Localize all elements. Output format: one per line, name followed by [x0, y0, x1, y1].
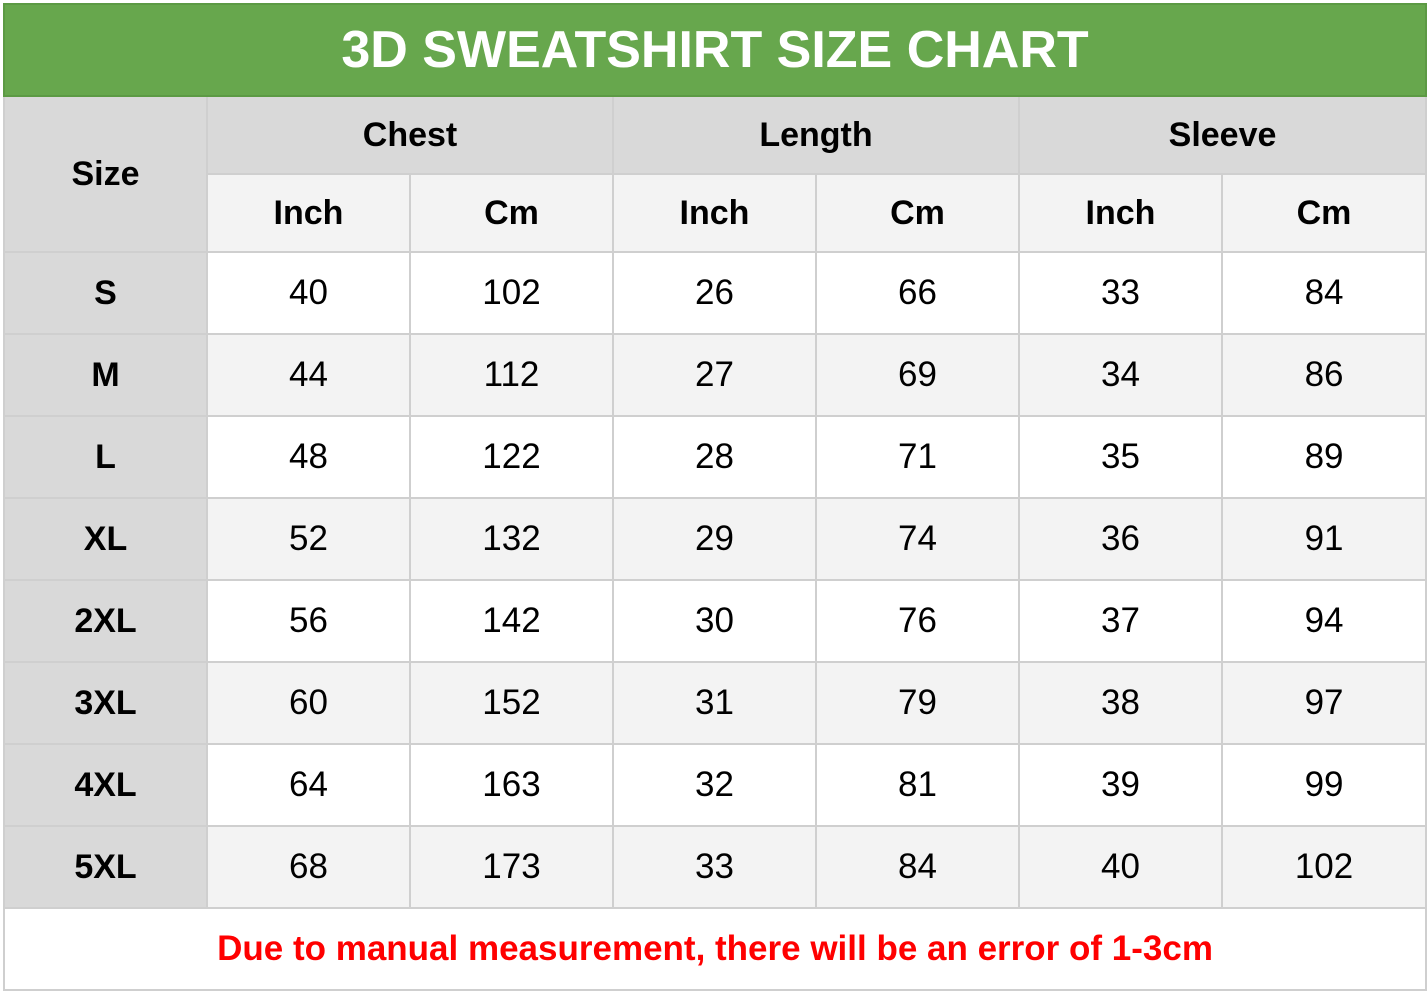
- length-cm-cell: 81: [815, 743, 1020, 827]
- length-cm-header: Cm: [815, 173, 1020, 253]
- sleeve-cm-cell: 89: [1220, 415, 1428, 499]
- size-chart-table: 3D SWEATSHIRT SIZE CHART Size Chest Leng…: [2, 3, 1428, 991]
- size-cell: 3XL: [3, 661, 208, 745]
- chest-cm-cell: 132: [409, 497, 614, 581]
- length-inch-cell: 26: [612, 251, 817, 335]
- sleeve-cm-cell: 97: [1220, 661, 1428, 745]
- chest-cm-header: Cm: [409, 173, 614, 253]
- length-inch-cell: 30: [612, 579, 817, 663]
- sleeve-cm-cell: 102: [1220, 825, 1428, 909]
- sleeve-inch-cell: 34: [1018, 333, 1223, 417]
- table-row: 2XL 56 142 30 76 37 94: [3, 579, 1428, 663]
- size-cell: 2XL: [3, 579, 208, 663]
- chest-cm-cell: 173: [409, 825, 614, 909]
- table-row: M 44 112 27 69 34 86: [3, 333, 1428, 417]
- size-cell: XL: [3, 497, 208, 581]
- sleeve-inch-cell: 35: [1018, 415, 1223, 499]
- chart-title: 3D SWEATSHIRT SIZE CHART: [2, 3, 1428, 97]
- sleeve-inch-cell: 36: [1018, 497, 1223, 581]
- table-row: S 40 102 26 66 33 84: [3, 251, 1428, 335]
- size-cell: L: [3, 415, 208, 499]
- length-cm-cell: 66: [815, 251, 1020, 335]
- chest-inch-cell: 68: [206, 825, 411, 909]
- length-inch-header: Inch: [612, 173, 817, 253]
- length-cm-cell: 71: [815, 415, 1020, 499]
- chest-inch-cell: 56: [206, 579, 411, 663]
- length-cm-cell: 69: [815, 333, 1020, 417]
- size-cell: S: [3, 251, 208, 335]
- table-row: 4XL 64 163 32 81 39 99: [3, 743, 1428, 827]
- sleeve-cm-cell: 84: [1220, 251, 1428, 335]
- sleeve-header: Sleeve: [1017, 95, 1428, 175]
- sleeve-cm-cell: 99: [1220, 743, 1428, 827]
- sleeve-inch-cell: 33: [1018, 251, 1223, 335]
- length-inch-cell: 33: [612, 825, 817, 909]
- size-cell: M: [3, 333, 208, 417]
- chest-inch-header: Inch: [206, 173, 411, 253]
- chest-cm-cell: 152: [409, 661, 614, 745]
- chest-cm-cell: 163: [409, 743, 614, 827]
- length-cm-cell: 76: [815, 579, 1020, 663]
- sleeve-cm-cell: 86: [1220, 333, 1428, 417]
- length-inch-cell: 28: [612, 415, 817, 499]
- length-inch-cell: 31: [612, 661, 817, 745]
- table-row: XL 52 132 29 74 36 91: [3, 497, 1428, 581]
- chest-inch-cell: 64: [206, 743, 411, 827]
- length-header: Length: [612, 95, 1020, 175]
- table-row: L 48 122 28 71 35 89: [3, 415, 1428, 499]
- sleeve-inch-cell: 37: [1018, 579, 1223, 663]
- chest-cm-cell: 142: [409, 579, 614, 663]
- size-header: Size: [3, 95, 208, 253]
- table-row: 5XL 68 173 33 84 40 102: [3, 825, 1428, 909]
- length-cm-cell: 74: [815, 497, 1020, 581]
- sleeve-inch-cell: 40: [1018, 825, 1223, 909]
- table-row: 3XL 60 152 31 79 38 97: [3, 661, 1428, 745]
- sleeve-cm-header: Cm: [1220, 173, 1428, 253]
- measurement-note: Due to manual measurement, there will be…: [2, 907, 1428, 991]
- chest-cm-cell: 122: [409, 415, 614, 499]
- chest-inch-cell: 48: [206, 415, 411, 499]
- sleeve-inch-cell: 39: [1018, 743, 1223, 827]
- size-cell: 4XL: [3, 743, 208, 827]
- sleeve-cm-cell: 94: [1220, 579, 1428, 663]
- chest-cm-cell: 112: [409, 333, 614, 417]
- sleeve-inch-header: Inch: [1018, 173, 1223, 253]
- sleeve-cm-cell: 91: [1220, 497, 1428, 581]
- sleeve-inch-cell: 38: [1018, 661, 1223, 745]
- chest-inch-cell: 60: [206, 661, 411, 745]
- length-inch-cell: 32: [612, 743, 817, 827]
- chest-inch-cell: 40: [206, 251, 411, 335]
- length-inch-cell: 29: [612, 497, 817, 581]
- length-cm-cell: 79: [815, 661, 1020, 745]
- chest-inch-cell: 44: [206, 333, 411, 417]
- chest-header: Chest: [206, 95, 614, 175]
- chest-inch-cell: 52: [206, 497, 411, 581]
- length-cm-cell: 84: [815, 825, 1020, 909]
- length-inch-cell: 27: [612, 333, 817, 417]
- chest-cm-cell: 102: [409, 251, 614, 335]
- size-cell: 5XL: [3, 825, 208, 909]
